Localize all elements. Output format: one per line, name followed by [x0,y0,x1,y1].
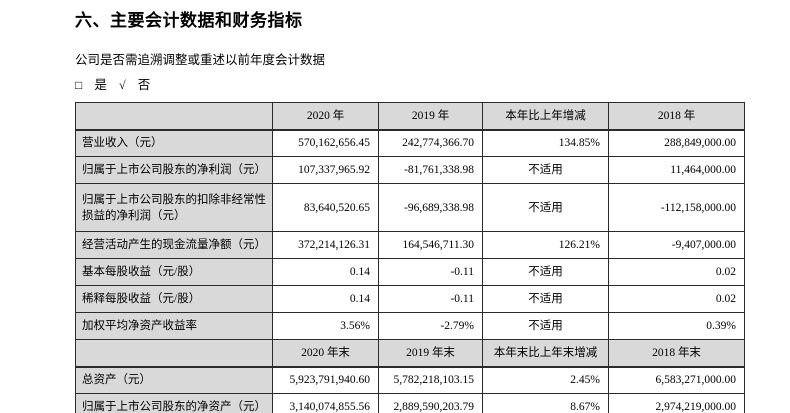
header-2019-end: 2019 年末 [378,339,483,368]
header-yoy-change: 本年比上年增减 [482,102,609,131]
row-label: 稀释每股收益（元/股） [75,285,273,313]
table-row-basic-eps: 基本每股收益（元/股） 0.14 -0.11 不适用 0.02 [75,258,745,286]
value-2018: 288,849,000.00 [608,129,745,157]
row-label: 归属于上市公司股东的扣除非经常性损益的净利润（元） [75,183,273,232]
header-2020: 2020 年 [272,102,379,131]
row-label: 总资产（元） [75,366,273,394]
row-label: 经营活动产生的现金流量净额（元） [75,231,273,259]
value-2020: 570,162,656.45 [272,129,379,157]
value-2019: -0.11 [378,285,483,313]
row-label: 加权平均净资产收益率 [75,312,273,340]
value-2018: 0.02 [608,258,745,286]
value-2020: 372,214,126.31 [272,231,379,259]
table-row-operating-cash-flow: 经营活动产生的现金流量净额（元） 372,214,126.31 164,546,… [75,231,745,259]
row-label: 营业收入（元） [75,129,273,157]
value-2018: 2,974,219,000.00 [608,393,745,413]
table-row-diluted-eps: 稀释每股收益（元/股） 0.14 -0.11 不适用 0.02 [75,285,745,313]
table-row-total-assets: 总资产（元） 5,923,791,940.60 5,782,218,103.15… [75,366,745,394]
table-row-net-profit-excl-nonrecurring: 归属于上市公司股东的扣除非经常性损益的净利润（元） 83,640,520.65 … [75,183,745,232]
header-2018: 2018 年 [608,102,745,131]
table-row-weighted-avg-roe: 加权平均净资产收益率 3.56% -2.79% 不适用 0.39% [75,312,745,340]
value-2019: 242,774,366.70 [378,129,483,157]
value-2019: 2,889,590,203.79 [378,393,483,413]
header-blank-cell [75,339,273,368]
row-label: 归属于上市公司股东的净利润（元） [75,156,273,184]
no-label: 否 [137,78,151,92]
value-change: 8.67% [482,393,609,413]
yes-checkbox-icon: □ [75,78,83,92]
period-end-header-row: 2020 年末 2019 年末 本年末比上年末增减 2018 年末 [75,339,745,368]
value-2019: 164,546,711.30 [378,231,483,259]
check-mark-icon: √ [119,78,126,92]
value-2020: 3,140,074,855.56 [272,393,379,413]
table-row-net-profit: 归属于上市公司股东的净利润（元） 107,337,965.92 -81,761,… [75,156,745,184]
header-blank-cell [75,102,273,131]
header-2018-end: 2018 年末 [608,339,745,368]
value-2018: -9,407,000.00 [608,231,745,259]
value-2018: 0.39% [608,312,745,340]
restatement-question: 公司是否需追溯调整或重述以前年度会计数据 [75,53,326,67]
key-financials-table: 2020 年 2019 年 本年比上年增减 2018 年 营业收入（元） 570… [75,102,745,413]
section-title: 六、主要会计数据和财务指标 [75,11,303,30]
value-change: 不适用 [482,156,609,184]
table-row-revenue: 营业收入（元） 570,162,656.45 242,774,366.70 13… [75,129,745,157]
value-2019: -0.11 [378,258,483,286]
value-2020: 107,337,965.92 [272,156,379,184]
value-change: 2.45% [482,366,609,394]
value-2018: 0.02 [608,285,745,313]
header-2020-end: 2020 年末 [272,339,379,368]
annual-header-row: 2020 年 2019 年 本年比上年增减 2018 年 [75,102,745,131]
value-change: 不适用 [482,183,609,232]
header-period-change: 本年末比上年末增减 [482,339,609,368]
value-2019: -81,761,338.98 [378,156,483,184]
table-row-net-assets: 归属于上市公司股东的净资产（元） 3,140,074,855.56 2,889,… [75,393,745,413]
value-change: 不适用 [482,312,609,340]
value-change: 134.85% [482,129,609,157]
value-2020: 5,923,791,940.60 [272,366,379,394]
value-2020: 0.14 [272,258,379,286]
value-2018: 6,583,271,000.00 [608,366,745,394]
yes-label: 是 [94,78,107,92]
restatement-choice-line: □ 是 √ 否 [75,78,790,93]
value-change: 不适用 [482,258,609,286]
value-2018: 11,464,000.00 [608,156,745,184]
value-2020: 83,640,520.65 [272,183,379,232]
value-2019: 5,782,218,103.15 [378,366,483,394]
value-2019: -2.79% [378,312,483,340]
value-2020: 3.56% [272,312,379,340]
value-change: 不适用 [482,285,609,313]
value-2019: -96,689,338.98 [378,183,483,232]
row-label: 基本每股收益（元/股） [75,258,273,286]
row-label: 归属于上市公司股东的净资产（元） [75,393,273,413]
value-2020: 0.14 [272,285,379,313]
header-2019: 2019 年 [378,102,483,131]
value-change: 126.21% [482,231,609,259]
value-2018: -112,158,000.00 [608,183,745,232]
